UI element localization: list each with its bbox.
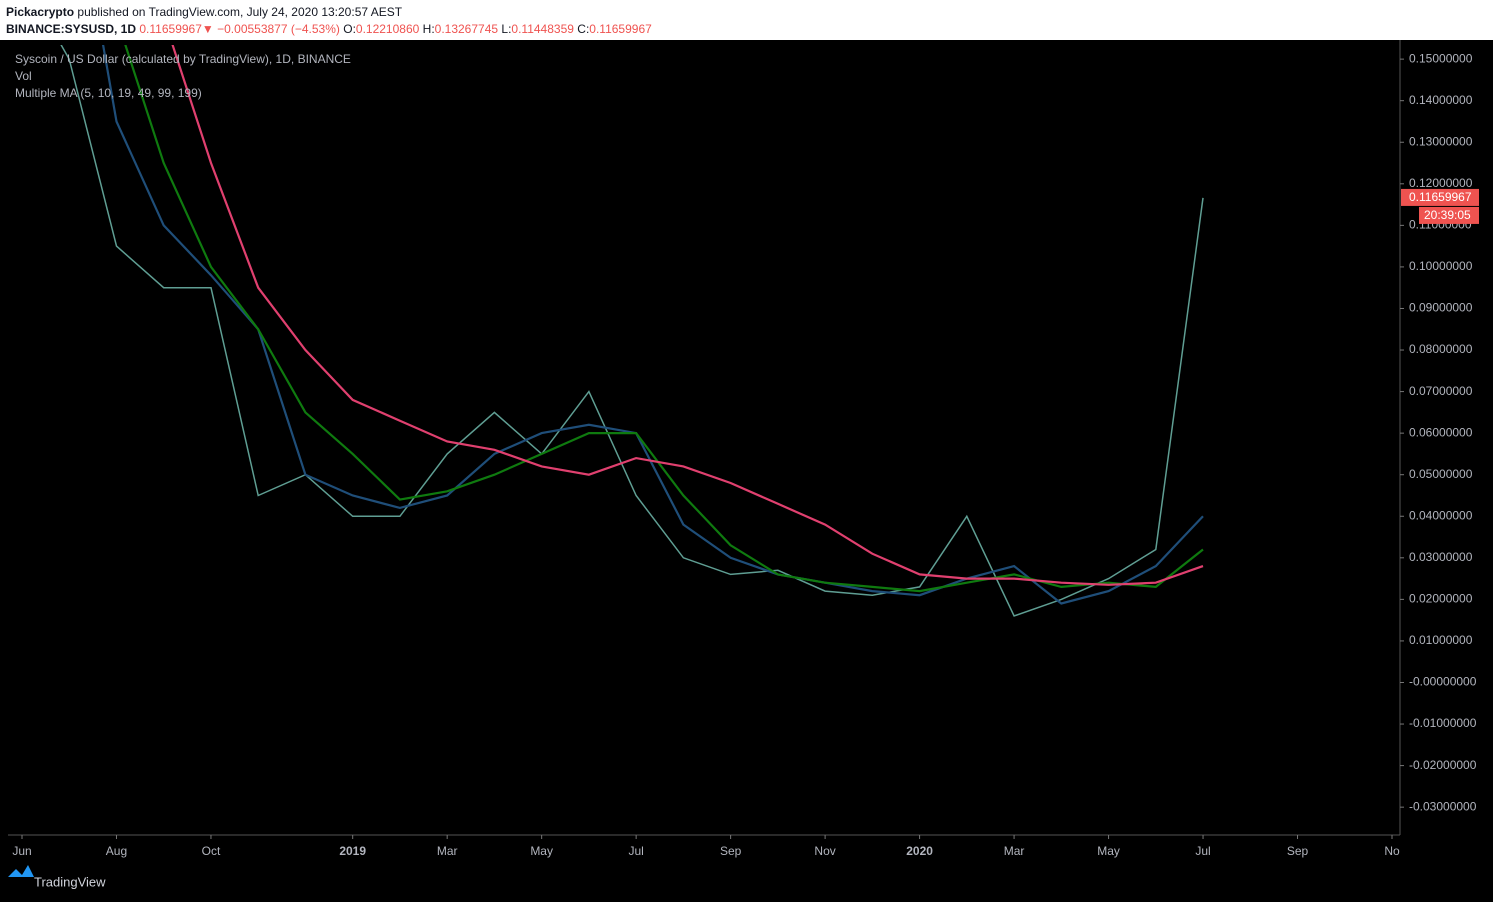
ma-line — [171, 45, 1204, 586]
open: 0.12210860 — [355, 22, 420, 36]
last-price-tag — [1401, 188, 1479, 206]
logo — [8, 865, 34, 877]
low-label: L: — [501, 22, 512, 36]
y-tick-label: 0.06000000 — [1409, 425, 1473, 439]
x-tick-label: 2019 — [339, 844, 366, 858]
countdown: 20:39:05 — [1424, 208, 1471, 222]
y-tick-label: 0.12000000 — [1409, 176, 1473, 190]
y-tick-label: 0.07000000 — [1409, 384, 1473, 398]
y-tick-label: 0.02000000 — [1409, 592, 1473, 606]
price-line — [60, 45, 1204, 617]
x-tick-label: Jul — [628, 844, 643, 858]
y-tick-label: -0.03000000 — [1409, 799, 1477, 813]
x-tick-label: Aug — [106, 844, 127, 858]
chart: Syscoin / US Dollar (calculated by Tradi… — [0, 40, 1493, 902]
x-tick-label: May — [530, 844, 553, 858]
x-tick-label: Sep — [1287, 844, 1309, 858]
y-tick-label: -0.01000000 — [1409, 716, 1477, 730]
y-tick-label: 0.15000000 — [1409, 51, 1473, 65]
arrow: ▼ — [201, 22, 214, 36]
y-tick-label: 0.03000000 — [1409, 550, 1473, 564]
plot — [60, 45, 1204, 617]
y-tick-label: 0.14000000 — [1409, 93, 1473, 107]
footer: TradingView — [34, 874, 106, 889]
x-tick-label: Nov — [814, 844, 835, 858]
x-tick-label: Jul — [1195, 844, 1210, 858]
y-tick-label: 0.01000000 — [1409, 633, 1473, 647]
legend-ma: Multiple MA (5, 10, 19, 49, 99, 199) — [15, 86, 202, 100]
publisher-line: Pickacrypto published on TradingView.com… — [6, 5, 402, 19]
publisher: Pickacrypto — [6, 5, 75, 19]
close: 0.11659967 — [589, 22, 652, 36]
published: published on TradingView.com, July 24, 2… — [77, 5, 403, 19]
y-tick-label: 0.10000000 — [1409, 259, 1473, 273]
x-tick-label: Mar — [1004, 844, 1025, 858]
y-tick-label: -0.02000000 — [1409, 758, 1477, 772]
low: 0.11448359 — [511, 22, 574, 36]
y-tick-label: 0.09000000 — [1409, 301, 1473, 315]
x-tick-label: No — [1384, 844, 1400, 858]
quote-line: BINANCE:SYSUSD, 1D 0.11659967▼ −0.005538… — [6, 22, 652, 36]
countdown-tag — [1419, 206, 1479, 224]
y-tick-label: 0.08000000 — [1409, 342, 1473, 356]
high-label: H: — [422, 22, 435, 36]
open-label: O: — [343, 22, 356, 36]
y-tick-label: 0.05000000 — [1409, 467, 1473, 481]
symbol: BINANCE:SYSUSD, 1D — [6, 22, 137, 36]
x-tick-label: Sep — [720, 844, 742, 858]
y-tick-label: -0.00000000 — [1409, 675, 1477, 689]
change: −0.00553877 (−4.53%) — [217, 22, 340, 36]
legend-title: Syscoin / US Dollar (calculated by Tradi… — [15, 52, 351, 66]
legend-vol: Vol — [15, 69, 32, 83]
high: 0.13267745 — [434, 22, 499, 36]
background — [0, 40, 1493, 902]
ma-line — [124, 45, 1204, 593]
x-tick-label: 2020 — [906, 844, 933, 858]
x-tick-label: May — [1097, 844, 1120, 858]
x-tick-label: Mar — [437, 844, 458, 858]
x-tick-label: Jun — [12, 844, 31, 858]
x-tick-label: Oct — [202, 844, 221, 858]
y-tick-label: 0.04000000 — [1409, 508, 1473, 522]
header: Pickacrypto published on TradingView.com… — [0, 0, 1493, 40]
last-price: 0.11659967 — [1409, 190, 1472, 204]
last: 0.11659967 — [139, 22, 202, 36]
y-tick-label: 0.13000000 — [1409, 134, 1473, 148]
close-label: C: — [577, 22, 590, 36]
